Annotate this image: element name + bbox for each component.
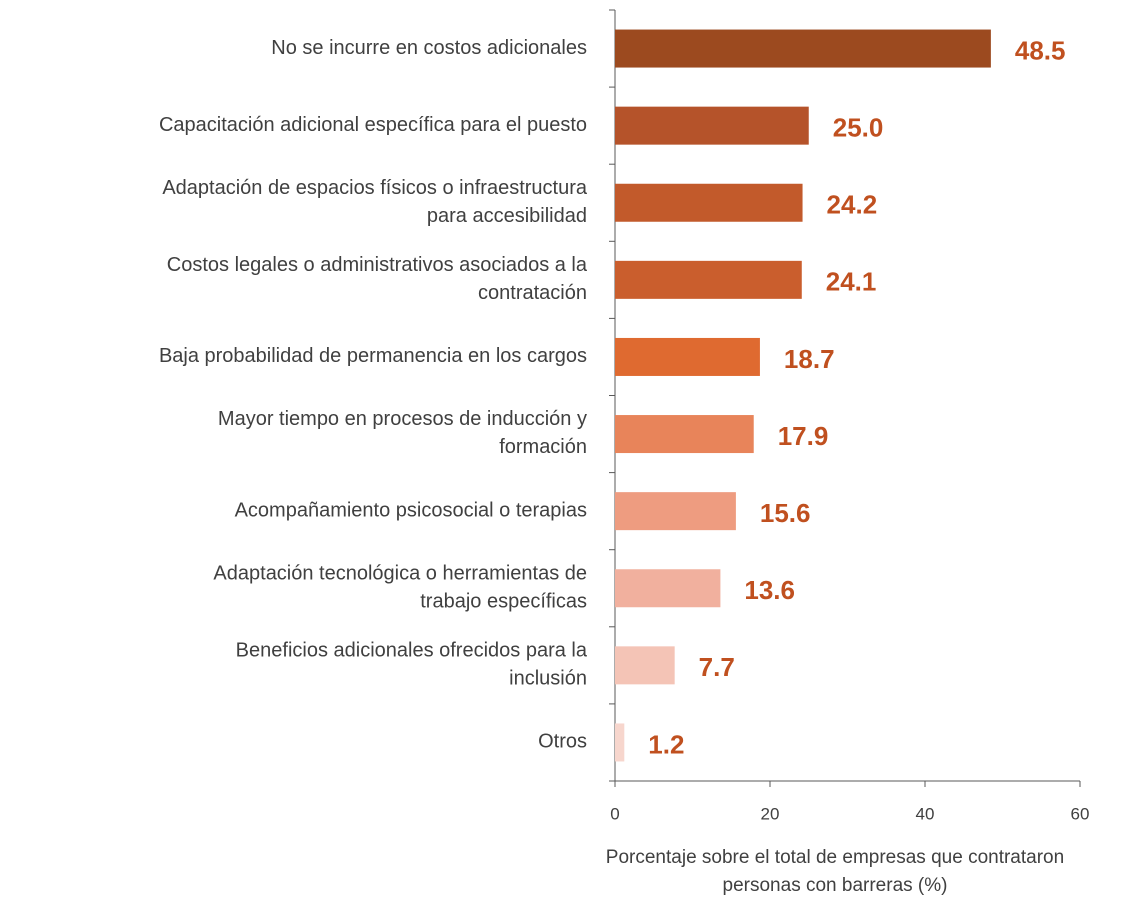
x-axis-label: Porcentaje sobre el total de empresas qu… — [606, 847, 1064, 896]
x-tick-label: 60 — [1071, 804, 1090, 823]
category-label: Acompañamiento psicosocial o terapias — [235, 499, 587, 521]
category-label: Beneficios adicionales ofrecidos para la… — [236, 640, 588, 690]
value-label: 1.2 — [648, 729, 684, 759]
bar — [615, 260, 802, 299]
bar — [615, 183, 803, 222]
x-tick-label: 0 — [610, 804, 619, 823]
bar — [615, 415, 754, 454]
value-label: 13.6 — [744, 575, 795, 605]
bar — [615, 723, 625, 762]
bar — [615, 492, 736, 531]
bar — [615, 106, 809, 145]
bar — [615, 29, 991, 68]
bar — [615, 569, 721, 608]
value-label: 25.0 — [833, 113, 884, 143]
value-label: 7.7 — [699, 652, 735, 682]
value-label: 18.7 — [784, 344, 835, 374]
bar — [615, 337, 760, 376]
bar — [615, 646, 675, 685]
value-label: 15.6 — [760, 498, 811, 528]
category-label: Capacitación adicional específica para e… — [159, 114, 587, 136]
x-tick-label: 40 — [916, 804, 935, 823]
category-label: Costos legales o administrativos asociad… — [167, 254, 588, 304]
value-label: 24.1 — [826, 267, 877, 297]
category-label: Baja probabilidad de permanencia en los … — [159, 345, 587, 367]
category-label: Adaptación de espacios físicos o infraes… — [162, 177, 588, 227]
value-label: 17.9 — [778, 421, 829, 451]
category-label: Adaptación tecnológica o herramientas de… — [213, 563, 587, 613]
category-label: No se incurre en costos adicionales — [271, 37, 587, 59]
category-label: Otros — [538, 731, 587, 753]
value-label: 48.5 — [1015, 35, 1066, 65]
x-tick-label: 20 — [761, 804, 780, 823]
value-label: 24.2 — [827, 190, 878, 220]
